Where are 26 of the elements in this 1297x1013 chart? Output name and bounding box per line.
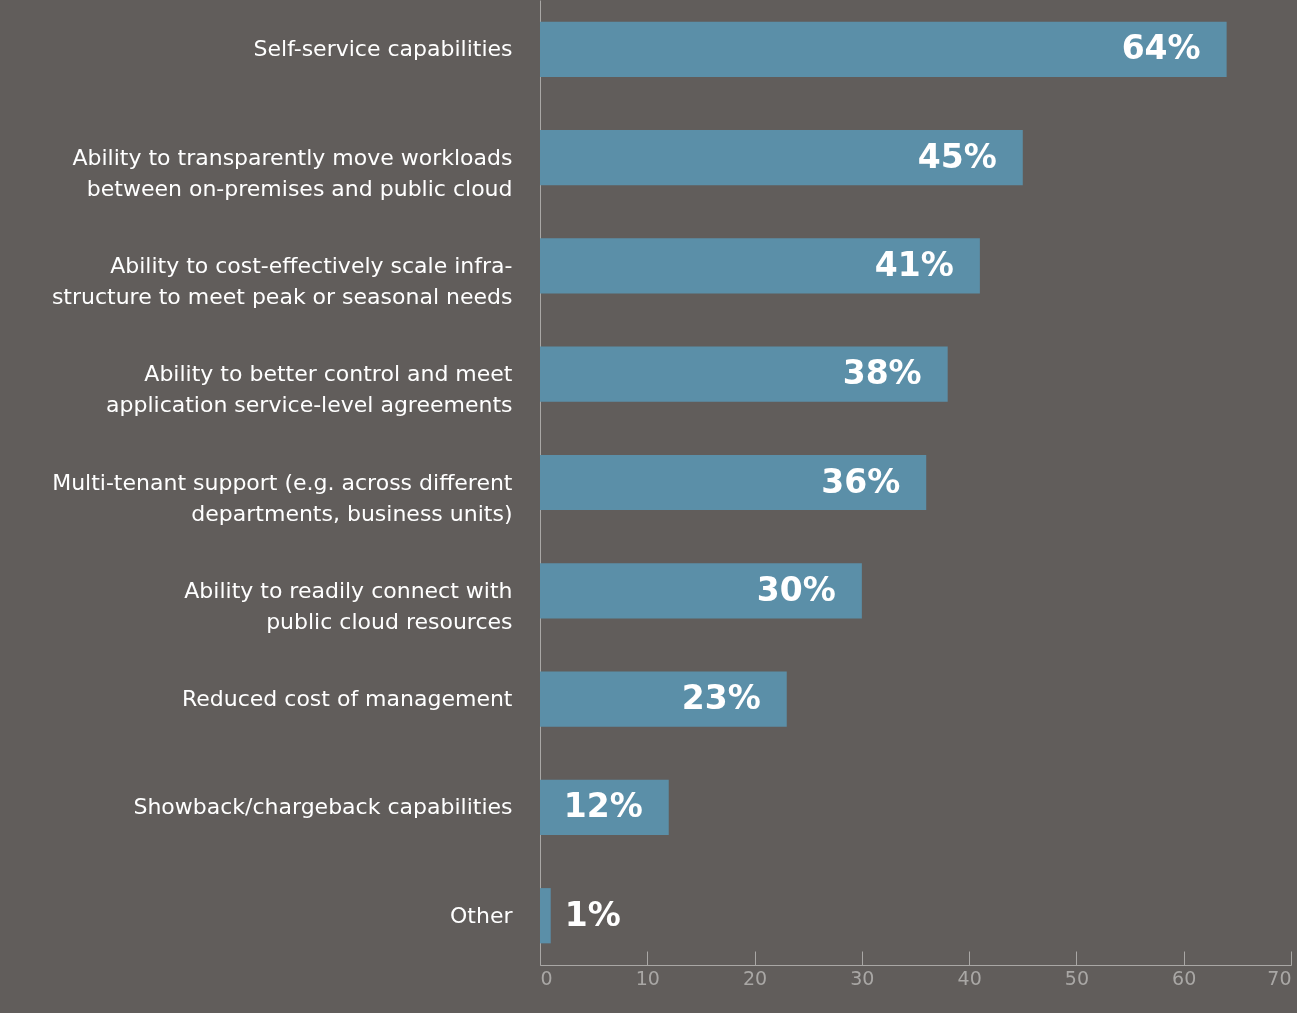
data-label: 41% [874, 244, 954, 284]
y-tick-label: Ability to transparently move workloads between on-premises and public cloud [72, 144, 513, 201]
x-tick-label: 0 [540, 966, 553, 989]
data-label: 23% [681, 678, 761, 718]
y-tick-label: Reduced cost of management [181, 686, 513, 712]
x-tick-label: 50 [1064, 966, 1090, 989]
x-tick-label: 30 [850, 966, 875, 989]
y-tick-label: Multi-tenant support (e.g. across different departments, business units) [52, 469, 513, 526]
y-tick-label: Ability to cost-effectively scale infra- structure to meet peak or seasonal needs [51, 252, 513, 309]
y-tick-label: Ability to better control and meet application service-level agreements [106, 361, 513, 418]
x-tick-label: 70 [1267, 966, 1292, 989]
data-label: 45% [917, 136, 997, 176]
data-label: 12% [563, 786, 643, 826]
data-label: 1% [564, 894, 621, 934]
x-tick-label: 10 [635, 966, 660, 989]
data-label: 36% [821, 461, 901, 501]
data-label: 64% [1121, 28, 1201, 68]
y-tick-label: Self-service capabilities [253, 36, 513, 62]
x-tick-label: 60 [1172, 966, 1197, 989]
data-label: 38% [842, 353, 922, 393]
y-tick-label: Other [450, 902, 514, 928]
y-tick-label: Ability to readily connect with public cloud resources [184, 577, 513, 634]
x-tick-label: 20 [742, 966, 768, 989]
y-tick-label: Showback/chargeback capabilities [133, 794, 513, 820]
data-label: 30% [756, 569, 836, 609]
x-tick-label: 40 [957, 966, 982, 989]
